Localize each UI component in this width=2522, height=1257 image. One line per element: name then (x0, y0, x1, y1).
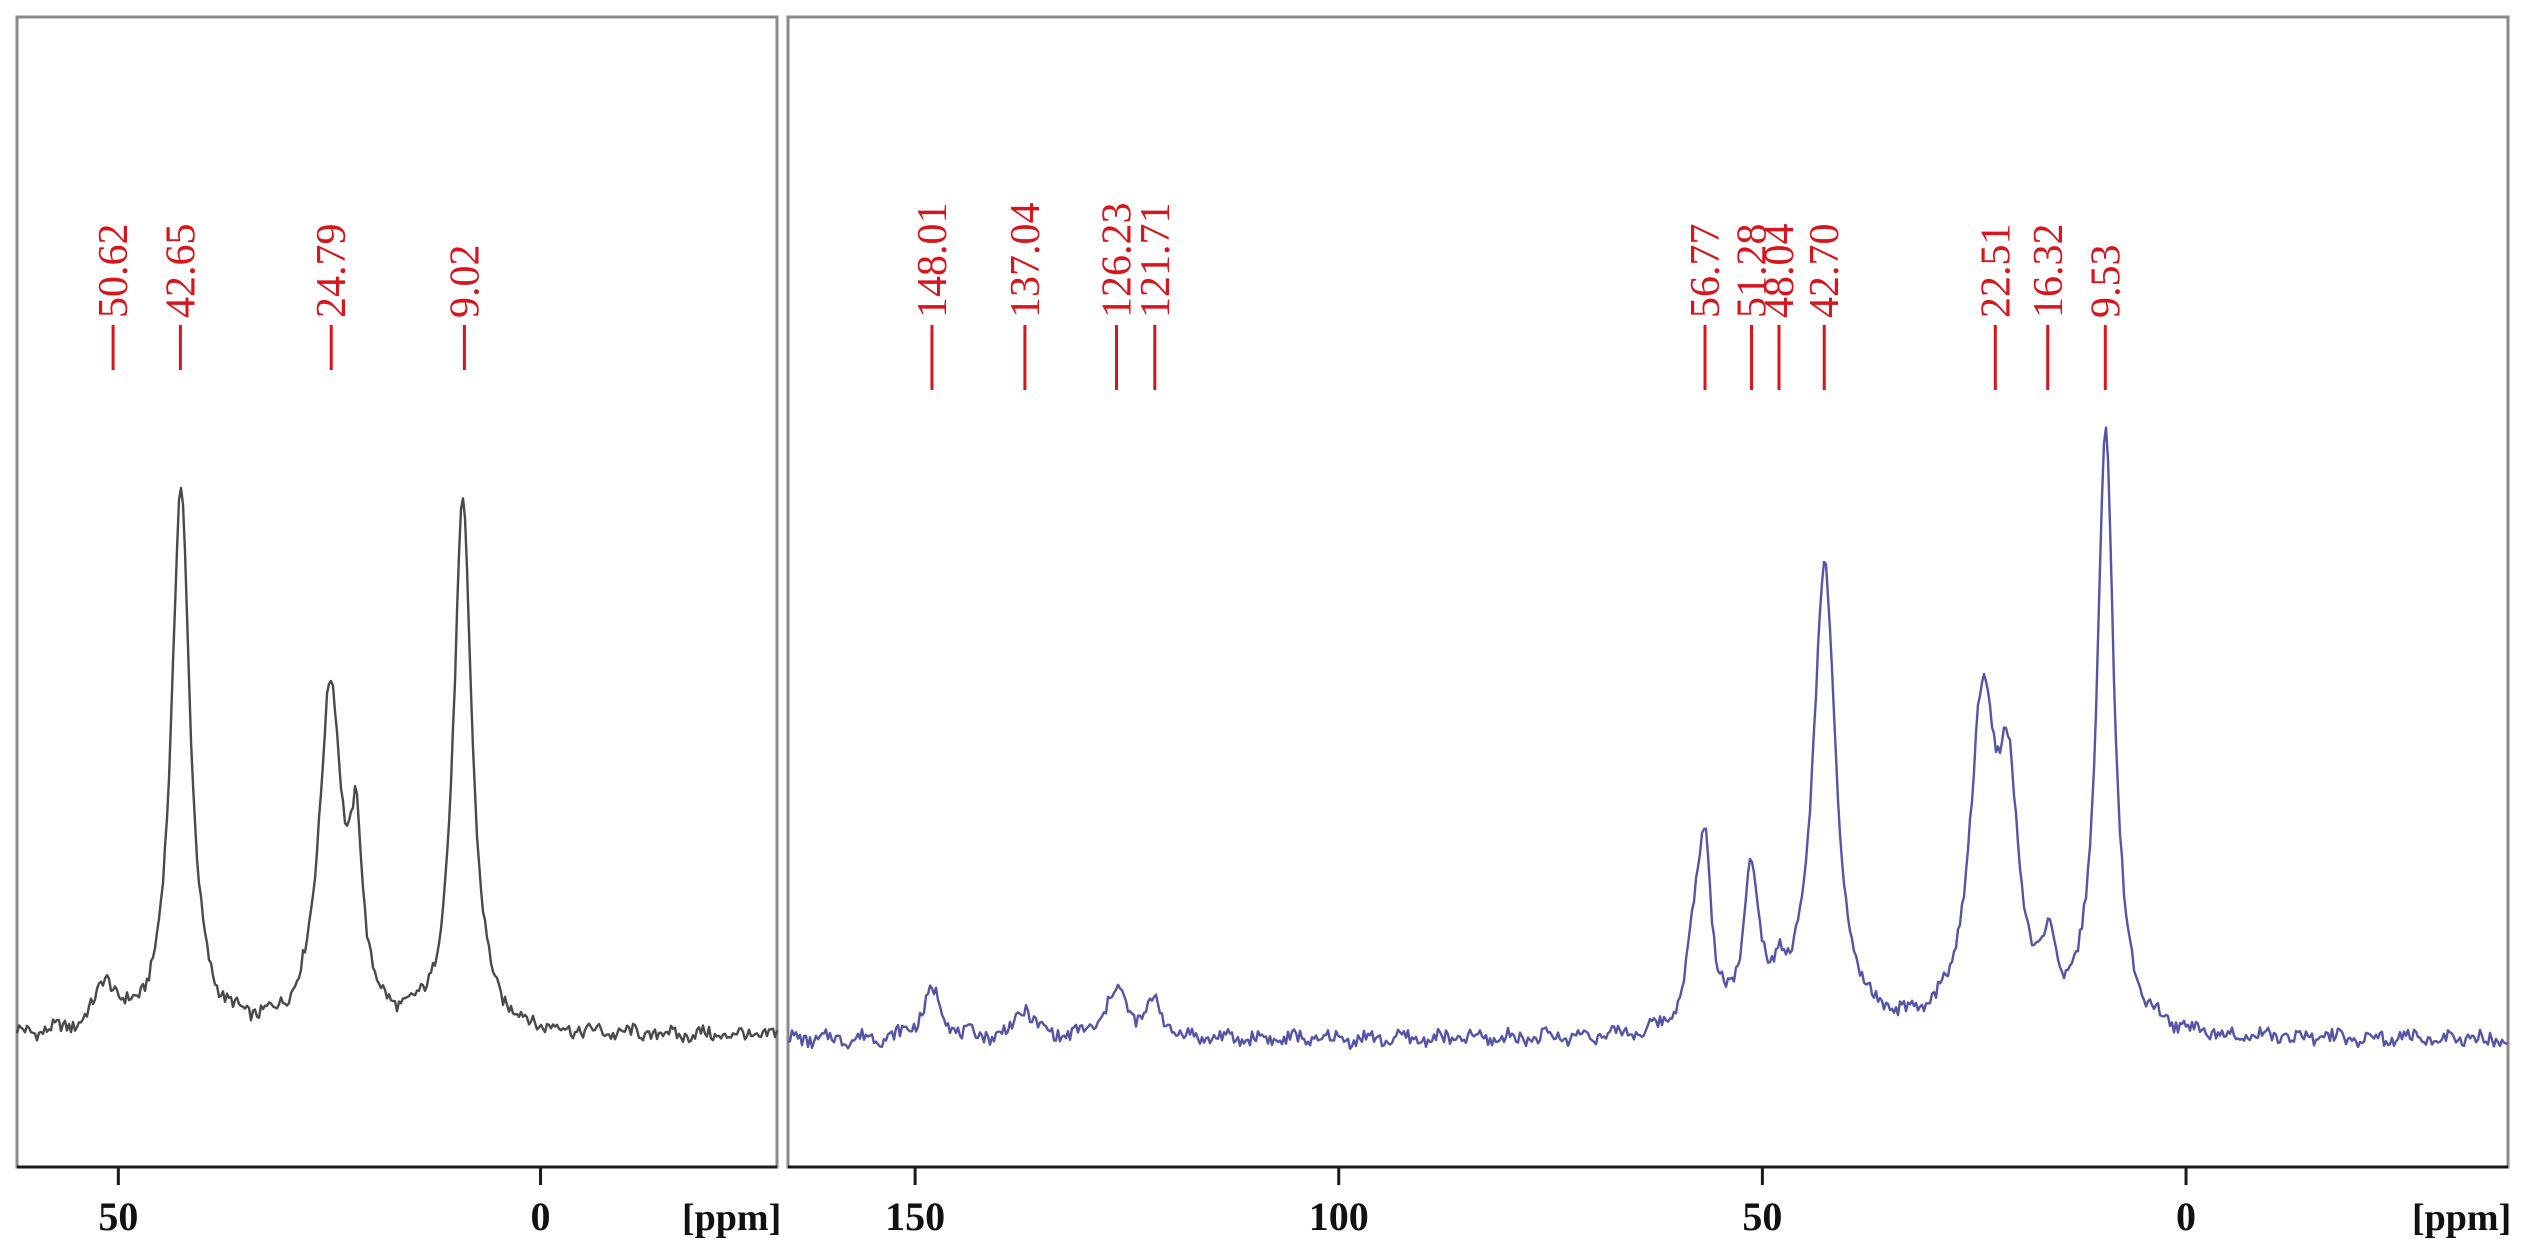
right-x-tick-label-0: 0 (2176, 1194, 2196, 1239)
left-peak-label-42.65: 42.65 (158, 224, 204, 319)
left-peak-label-9.02: 9.02 (442, 245, 488, 319)
right-x-tick-labels: 150 100 50 0 (885, 1194, 2196, 1239)
right-peak-label-51.28: 51.28 (1730, 224, 1776, 319)
right-peak-label-137.04: 137.04 (1003, 203, 1049, 319)
left-peak-markers (111, 325, 466, 370)
left-x-tick-label-50: 50 (98, 1194, 138, 1239)
right-peak-label-48.04: 48.04 (1757, 224, 1803, 319)
right-x-tick-label-50: 50 (1742, 1194, 1782, 1239)
right-peak-label-126.23: 126.23 (1094, 203, 1140, 319)
right-x-tick-label-100: 100 (1309, 1194, 1369, 1239)
right-peak-markers (930, 325, 2107, 390)
left-x-tick-label-0: 0 (531, 1194, 551, 1239)
right-x-axis-unit-label: [ppm] (2412, 1197, 2511, 1239)
left-panel-frame (15, 15, 779, 1169)
left-x-axis-unit-label: [ppm] (682, 1197, 781, 1239)
right-peak-label-121.71: 121.71 (1133, 203, 1179, 319)
right-spectrum-panel: 150 100 50 0 [ppm] 148.01 137.04 126.23121.71… (786, 15, 2511, 1239)
left-x-ticks (116, 1167, 543, 1185)
left-peak-label-50.62: 50.62 (91, 224, 137, 319)
right-peak-label-22.51: 22.51 (1973, 224, 2019, 319)
left-x-tick-labels: 50 0 (98, 1194, 550, 1239)
right-peak-label-56.77: 56.77 (1683, 224, 1729, 319)
right-x-tick-label-150: 150 (885, 1194, 945, 1239)
left-peak-labels: 50.62 42.65 24.79 9.02 (91, 224, 488, 319)
left-spectrum-line (15, 486, 779, 1044)
left-peak-label-24.79: 24.79 (309, 224, 355, 319)
right-x-ticks (913, 1167, 2188, 1185)
right-peak-label-42.70: 42.70 (1802, 224, 1848, 319)
right-peak-label-148.01: 148.01 (910, 203, 956, 319)
right-peak-label-16.32: 16.32 (2026, 224, 2072, 319)
left-spectrum-panel: 50 0 [ppm] 50.62 42.65 24.79 9.02 (15, 15, 781, 1239)
right-peak-label-9.53: 9.53 (2083, 245, 2129, 319)
right-spectrum-line (787, 426, 2509, 1050)
right-panel-frame (786, 15, 2510, 1169)
